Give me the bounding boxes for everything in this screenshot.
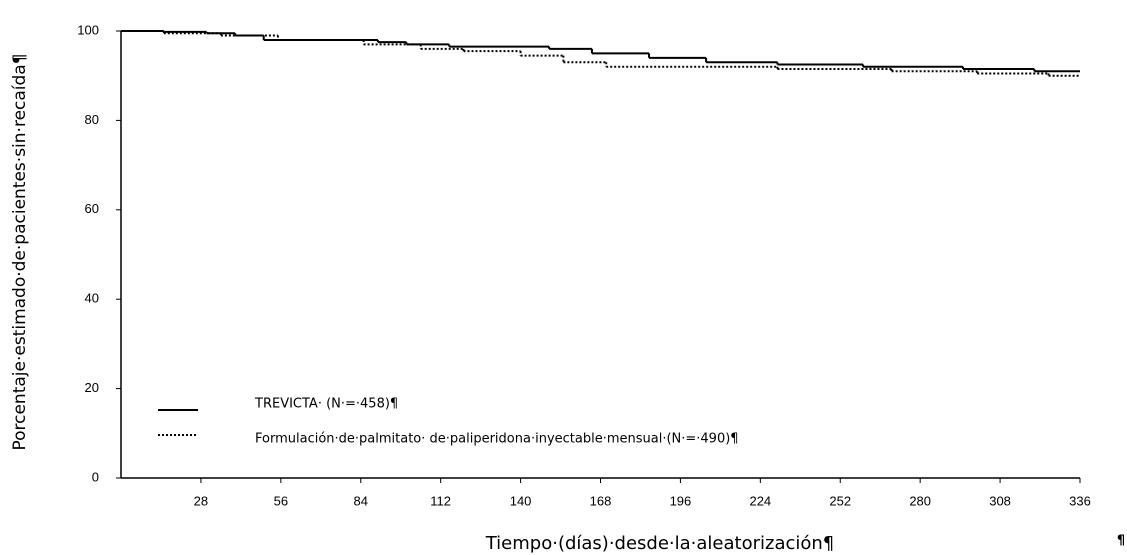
x-tick-label: 224 (749, 493, 771, 508)
x-tick-label: 280 (909, 493, 931, 508)
x-tick-label: 336 (1069, 493, 1091, 508)
x-tick-label: 196 (670, 493, 692, 508)
legend-label: Formulación·de·palmitato· de·paliperidon… (255, 432, 739, 447)
y-axis-label: Porcentaje·estimado·de·pacientes·sin·rec… (10, 53, 30, 450)
x-tick-label: 308 (989, 493, 1011, 508)
x-tick-label: 140 (510, 493, 532, 508)
y-tick-label: 40 (85, 291, 99, 306)
y-tick-label: 20 (85, 380, 99, 395)
y-tick-label: 60 (85, 201, 99, 216)
x-axis-label: Tiempo·(días)·desde·la·aleatorización¶ (485, 533, 835, 554)
legend-label: TREVICTA· (N·=·458)¶ (254, 397, 398, 412)
x-tick-label: 168 (590, 493, 612, 508)
y-tick-label: 80 (85, 112, 99, 127)
pilcrow: ¶ (1117, 534, 1125, 549)
x-tick-label: 28 (194, 493, 208, 508)
y-tick-label: 0 (92, 469, 99, 484)
x-tick-label: 252 (829, 493, 851, 508)
x-tick-label: 112 (430, 493, 451, 508)
x-tick-label: 84 (354, 493, 368, 508)
x-tick-label: 56 (274, 493, 288, 508)
y-tick-label: 100 (77, 22, 99, 37)
